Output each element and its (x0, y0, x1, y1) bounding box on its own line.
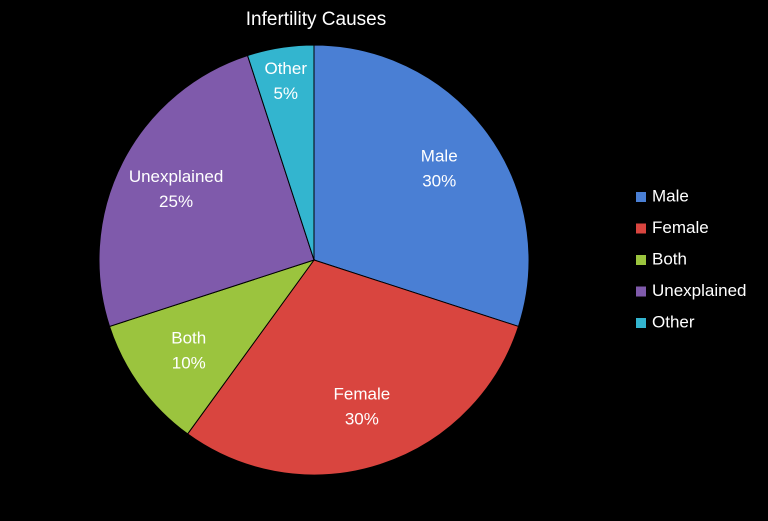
legend-label: Both (652, 249, 687, 268)
legend-swatch (636, 255, 646, 265)
legend-label: Male (652, 186, 689, 205)
pie-slice (186, 259, 520, 476)
slice-label: Both (171, 328, 206, 347)
slice-label: Female (333, 385, 390, 404)
legend-swatch (636, 286, 646, 297)
slice-value-label: 10% (172, 353, 206, 372)
pie-slice (313, 44, 530, 328)
slice-value-label: 30% (422, 171, 456, 190)
slice-label: Other (264, 59, 307, 78)
slice-label: Unexplained (129, 167, 224, 186)
slice-value-label: 5% (273, 84, 298, 103)
legend-swatch (636, 223, 646, 234)
slice-label: Male (421, 146, 458, 165)
slice-value-label: 25% (159, 192, 193, 211)
legend-label: Other (652, 312, 695, 331)
legend-label: Unexplained (652, 281, 747, 300)
legend-swatch (636, 192, 646, 202)
pie-slice (108, 259, 316, 435)
chart-title: Infertility Causes (246, 9, 386, 30)
legend-label: Female (652, 218, 709, 237)
slice-value-label: 30% (345, 410, 379, 429)
legend-swatch (636, 318, 646, 328)
pie-slice (246, 44, 315, 261)
pie-slice (98, 54, 315, 328)
